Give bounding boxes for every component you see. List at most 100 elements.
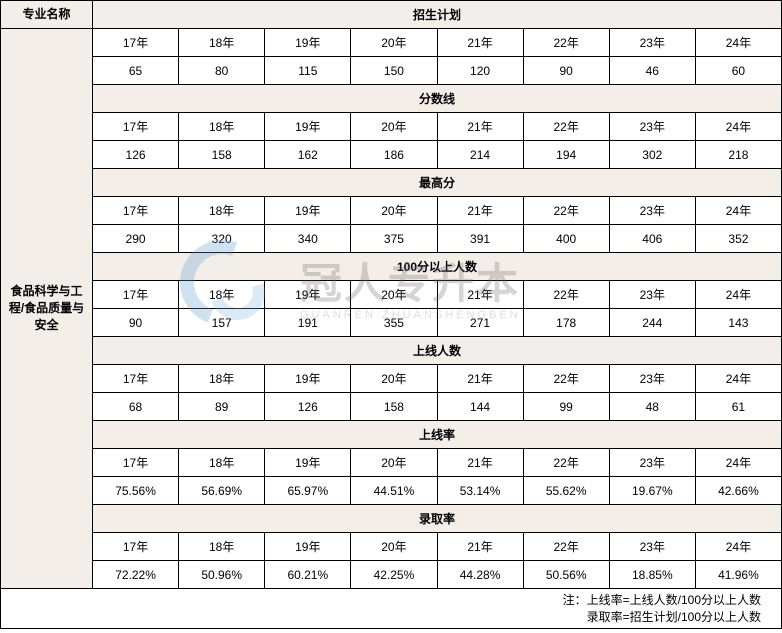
year-label: 22年	[523, 533, 609, 561]
data-value: 89	[179, 393, 265, 421]
data-value: 56.69%	[179, 477, 265, 505]
section-title: 录取率	[93, 505, 782, 533]
data-value: 143	[695, 309, 781, 337]
year-label: 19年	[265, 197, 351, 225]
data-value: 158	[351, 393, 437, 421]
year-label: 18年	[179, 113, 265, 141]
year-label: 24年	[695, 113, 781, 141]
year-label: 20年	[351, 281, 437, 309]
data-value: 42.66%	[695, 477, 781, 505]
data-value: 400	[523, 225, 609, 253]
year-label: 18年	[179, 449, 265, 477]
data-value: 61	[695, 393, 781, 421]
year-label: 21年	[437, 449, 523, 477]
data-value: 340	[265, 225, 351, 253]
year-label: 24年	[695, 365, 781, 393]
year-label: 22年	[523, 365, 609, 393]
year-label: 24年	[695, 29, 781, 57]
section-title: 分数线	[93, 85, 782, 113]
data-value: 186	[351, 141, 437, 169]
data-value: 60	[695, 57, 781, 85]
data-value: 355	[351, 309, 437, 337]
year-label: 23年	[609, 281, 695, 309]
data-value: 158	[179, 141, 265, 169]
major-name: 食品科学与工程/食品质量与安全	[1, 29, 93, 589]
year-label: 24年	[695, 449, 781, 477]
data-value: 352	[695, 225, 781, 253]
data-value: 302	[609, 141, 695, 169]
year-label: 21年	[437, 29, 523, 57]
year-label: 18年	[179, 365, 265, 393]
data-value: 194	[523, 141, 609, 169]
data-value: 162	[265, 141, 351, 169]
data-value: 157	[179, 309, 265, 337]
data-value: 391	[437, 225, 523, 253]
data-value: 72.22%	[93, 561, 179, 589]
data-value: 90	[523, 57, 609, 85]
data-value: 55.62%	[523, 477, 609, 505]
year-label: 21年	[437, 281, 523, 309]
data-value: 44.51%	[351, 477, 437, 505]
data-value: 68	[93, 393, 179, 421]
data-value: 48	[609, 393, 695, 421]
year-label: 21年	[437, 533, 523, 561]
year-label: 20年	[351, 365, 437, 393]
footnote: 注：上线率=上线人数/100分以上人数录取率=招生计划/100分以上人数	[1, 589, 782, 629]
year-label: 17年	[93, 197, 179, 225]
year-label: 21年	[437, 197, 523, 225]
data-value: 214	[437, 141, 523, 169]
year-label: 20年	[351, 197, 437, 225]
data-value: 80	[179, 57, 265, 85]
year-label: 23年	[609, 29, 695, 57]
year-label: 17年	[93, 113, 179, 141]
data-value: 144	[437, 393, 523, 421]
year-label: 17年	[93, 365, 179, 393]
data-value: 271	[437, 309, 523, 337]
year-label: 19年	[265, 449, 351, 477]
year-label: 17年	[93, 29, 179, 57]
data-value: 126	[265, 393, 351, 421]
year-label: 23年	[609, 365, 695, 393]
data-value: 60.21%	[265, 561, 351, 589]
year-label: 19年	[265, 281, 351, 309]
data-value: 65.97%	[265, 477, 351, 505]
data-value: 90	[93, 309, 179, 337]
section-title: 上线人数	[93, 337, 782, 365]
year-label: 19年	[265, 29, 351, 57]
year-label: 17年	[93, 533, 179, 561]
data-value: 46	[609, 57, 695, 85]
data-value: 65	[93, 57, 179, 85]
year-label: 24年	[695, 281, 781, 309]
data-value: 99	[523, 393, 609, 421]
year-label: 20年	[351, 113, 437, 141]
year-label: 19年	[265, 533, 351, 561]
year-label: 22年	[523, 197, 609, 225]
data-value: 50.96%	[179, 561, 265, 589]
data-value: 44.28%	[437, 561, 523, 589]
year-label: 17年	[93, 449, 179, 477]
year-label: 18年	[179, 29, 265, 57]
data-value: 375	[351, 225, 437, 253]
year-label: 24年	[695, 197, 781, 225]
data-value: 290	[93, 225, 179, 253]
data-value: 126	[93, 141, 179, 169]
year-label: 19年	[265, 365, 351, 393]
year-label: 23年	[609, 449, 695, 477]
data-value: 406	[609, 225, 695, 253]
data-value: 53.14%	[437, 477, 523, 505]
year-label: 21年	[437, 113, 523, 141]
year-label: 18年	[179, 281, 265, 309]
year-label: 18年	[179, 197, 265, 225]
year-label: 23年	[609, 197, 695, 225]
data-value: 218	[695, 141, 781, 169]
year-label: 22年	[523, 281, 609, 309]
data-value: 115	[265, 57, 351, 85]
year-label: 18年	[179, 533, 265, 561]
data-value: 244	[609, 309, 695, 337]
column-header-major: 专业名称	[1, 1, 93, 29]
data-value: 178	[523, 309, 609, 337]
year-label: 19年	[265, 113, 351, 141]
data-value: 320	[179, 225, 265, 253]
year-label: 21年	[437, 365, 523, 393]
year-label: 23年	[609, 533, 695, 561]
